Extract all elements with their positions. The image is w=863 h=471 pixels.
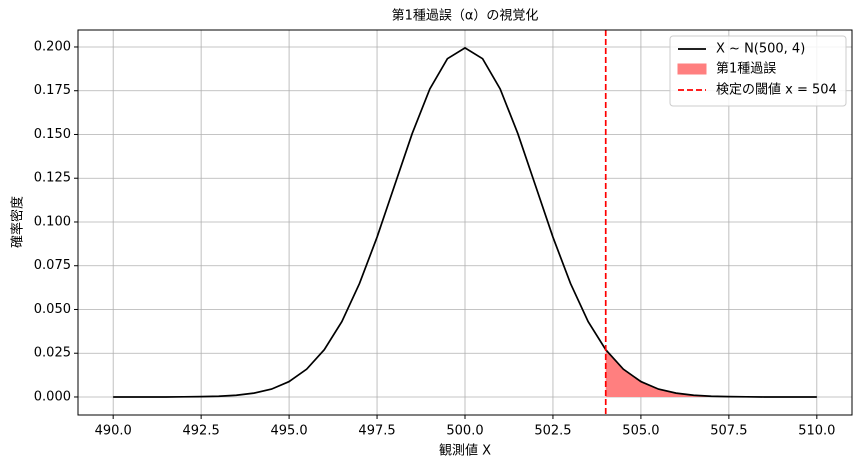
x-tick-label: 505.0 <box>622 424 659 439</box>
x-tick-label: 490.0 <box>95 424 132 439</box>
y-tick-label: 0.125 <box>34 171 71 186</box>
y-tick-label: 0.075 <box>34 258 71 273</box>
x-tick-label: 502.5 <box>534 424 571 439</box>
x-tick-label: 497.5 <box>358 424 395 439</box>
x-tick-label: 500.0 <box>446 424 483 439</box>
legend-label: 第1種過誤 <box>716 61 776 77</box>
x-tick-label: 495.0 <box>270 424 307 439</box>
plot-frame <box>77 29 853 416</box>
y-tick-label: 0.025 <box>34 346 71 361</box>
y-axis-label: 確率密度 <box>10 196 26 248</box>
chart-title: 第1種過誤（α）の視覚化 <box>392 8 539 24</box>
y-tick-label: 0.000 <box>34 389 71 404</box>
y-tick-label: 0.175 <box>34 83 71 98</box>
y-tick-label: 0.100 <box>34 214 71 229</box>
y-tick-label: 0.150 <box>34 127 71 142</box>
legend-box <box>669 35 847 107</box>
x-tick-label: 510.0 <box>798 424 835 439</box>
x-axis-label: 観測値 X <box>439 443 491 459</box>
y-tick-label: 0.050 <box>34 302 71 317</box>
legend-label: X ~ N(500, 4) <box>716 42 805 57</box>
x-tick-label: 507.5 <box>710 424 747 439</box>
line <box>113 46 817 398</box>
area <box>605 349 817 397</box>
y-tick-label: 0.200 <box>34 39 71 54</box>
legend-label: 検定の閾値 x = 504 <box>716 82 837 98</box>
legend-swatch <box>677 63 707 75</box>
x-tick-label: 492.5 <box>183 424 220 439</box>
